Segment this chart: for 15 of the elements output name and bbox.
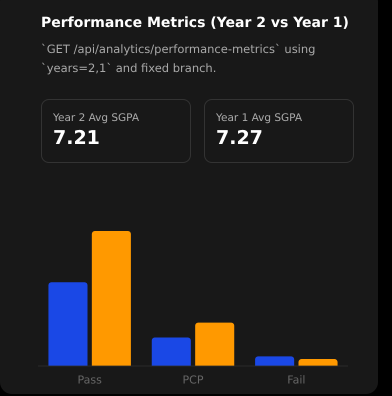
- text: Year 2 Avg SGPA: [53, 112, 140, 124]
- bar: [255, 356, 294, 366]
- bar: [195, 322, 234, 366]
- bar: [298, 359, 338, 366]
- bar: [48, 282, 88, 366]
- x-tick-label: Pass: [77, 373, 102, 386]
- text: 7.27: [216, 127, 264, 149]
- bar: [152, 337, 191, 366]
- x-tick-label: PCP: [182, 373, 204, 386]
- text: Year 1 Avg SGPA: [216, 112, 304, 124]
- chart-subtitle: `GET /api/analytics/performance-metrics` using `years=2,1` and fixed branch.: [41, 41, 316, 77]
- x-tick-label: Fail: [287, 373, 306, 386]
- bar: [92, 231, 131, 366]
- chart-title: Performance Metrics (Year 2 vs Year 1): [41, 15, 349, 31]
- text: 7.21: [53, 127, 101, 149]
